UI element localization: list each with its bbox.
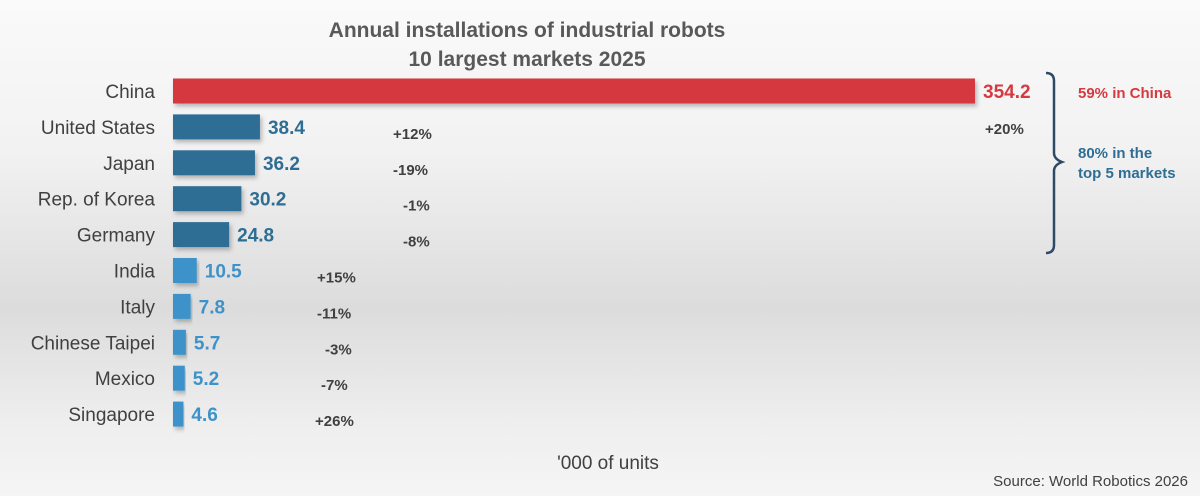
source-label: Source: World Robotics 2026 (993, 473, 1188, 490)
value-label-united-states: 38.4 (268, 118, 305, 139)
category-label-mexico: Mexico (95, 369, 155, 390)
category-label-china: China (105, 82, 155, 103)
bar-japan (173, 150, 255, 176)
change-label-singapore: +26% (315, 413, 354, 430)
bar-china (173, 78, 975, 104)
change-label-rep-of-korea: -1% (403, 198, 430, 215)
change-label-chinese-taipei: -3% (325, 341, 352, 358)
top5-share-annotation-line-1: 80% in the (1078, 145, 1152, 162)
category-label-japan: Japan (103, 154, 155, 175)
bar-chinese-taipei (173, 329, 186, 355)
change-label-mexico: -7% (321, 377, 348, 394)
change-label-italy: -11% (317, 305, 351, 322)
bar-singapore (173, 401, 184, 427)
value-label-italy: 7.8 (199, 297, 225, 318)
top5-bracket (1045, 71, 1066, 255)
top5-share-annotation-line-2: top 5 markets (1078, 165, 1176, 182)
category-label-united-states: United States (41, 118, 155, 139)
change-label-germany: -8% (403, 234, 430, 251)
chart-title-line-1: Annual installations of industrial robot… (329, 19, 726, 42)
bars-group: China 354.2 United States 38.4 +12% Japan 36.2… (31, 78, 1031, 430)
bar-mexico (173, 365, 185, 391)
top5-change-annotation: +20% (985, 121, 1024, 138)
category-label-germany: Germany (77, 226, 156, 247)
china-share-annotation: 59% in China (1078, 85, 1172, 102)
change-label-india: +15% (317, 270, 356, 287)
category-label-chinese-taipei: Chinese Taipei (31, 333, 155, 354)
value-label-rep-of-korea: 30.2 (249, 190, 286, 211)
change-label-japan: -19% (393, 162, 428, 179)
value-label-japan: 36.2 (263, 154, 300, 175)
x-axis-unit-label: '000 of units (557, 453, 659, 474)
bar-rep-of-korea (173, 186, 242, 212)
category-label-singapore: Singapore (68, 405, 155, 426)
bar-italy (173, 293, 191, 319)
value-label-mexico: 5.2 (193, 369, 219, 390)
category-label-italy: Italy (120, 297, 155, 318)
value-label-singapore: 4.6 (191, 405, 217, 426)
bar-germany (173, 222, 230, 248)
bar-india (173, 258, 197, 283)
value-label-china: 354.2 (983, 82, 1031, 103)
chart-title-line-2: 10 largest markets 2025 (409, 48, 646, 71)
category-label-india: India (114, 262, 156, 283)
value-label-germany: 24.8 (237, 226, 274, 247)
category-label-rep-of-korea: Rep. of Korea (38, 190, 156, 211)
value-label-india: 10.5 (205, 262, 242, 283)
change-label-united-states: +12% (393, 126, 432, 143)
value-label-chinese-taipei: 5.7 (194, 333, 220, 354)
bar-united-states (173, 114, 260, 140)
